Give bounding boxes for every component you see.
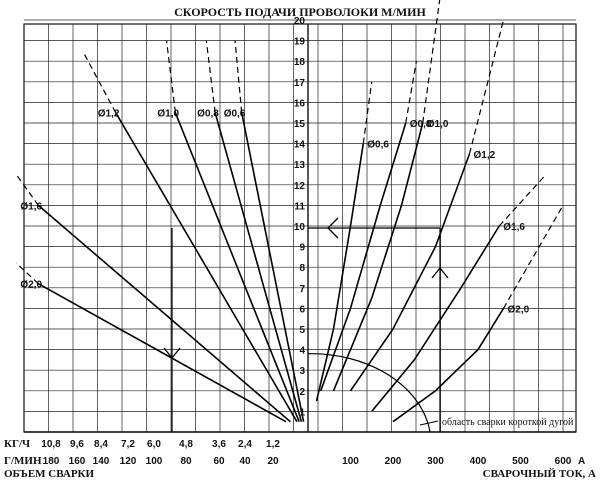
current-tick-label: 300 bbox=[427, 456, 444, 467]
left-series-line bbox=[214, 112, 303, 422]
volume-tick-label: 20 bbox=[267, 456, 279, 467]
mass-tick-label: 7,2 bbox=[121, 439, 135, 450]
volume-tick-label: 60 bbox=[213, 456, 225, 467]
left-series-label: Ø2,0 bbox=[20, 280, 42, 291]
short-arc-boundary bbox=[307, 353, 431, 433]
short-arc-annotation: область сварки короткой дугой bbox=[442, 417, 574, 428]
left-x-label: ОБЪЕМ СВАРКИ bbox=[4, 468, 95, 480]
right-series-line bbox=[315, 143, 365, 402]
grid bbox=[23, 19, 577, 433]
current-tick-label: 400 bbox=[470, 456, 487, 467]
left-series-line bbox=[174, 112, 300, 422]
y-tick-label: 1 bbox=[299, 407, 305, 418]
y-tick-label: 15 bbox=[294, 119, 306, 130]
x-axis-label: СВАРОЧНЫЙ ТОК, А bbox=[483, 468, 596, 480]
mass-tick-label: 8,4 bbox=[94, 439, 108, 450]
right-series-label: Ø1,2 bbox=[474, 150, 496, 161]
y-tick-label: 19 bbox=[294, 37, 306, 48]
right-series-line bbox=[371, 225, 500, 412]
left-series-extension bbox=[15, 262, 39, 285]
y-tick-label: 6 bbox=[299, 304, 305, 315]
y-tick-label: 18 bbox=[294, 57, 306, 68]
current-tick-label: 200 bbox=[385, 456, 402, 467]
right-series-line bbox=[319, 122, 407, 392]
left-series-label: Ø0,8 bbox=[197, 109, 219, 120]
volume-unit: Г/МИН bbox=[4, 455, 42, 467]
mass-tick-label: 4,8 bbox=[179, 439, 193, 450]
left-series-label: Ø1,6 bbox=[20, 201, 42, 212]
mass-tick-label: 2,4 bbox=[238, 439, 252, 450]
left-series-line bbox=[115, 112, 298, 423]
y-tick-label: 9 bbox=[299, 243, 305, 254]
left-series-extension bbox=[82, 50, 117, 113]
volume-tick-label: 100 bbox=[146, 456, 163, 467]
right-series-extension bbox=[502, 205, 564, 309]
mass-tick-label: 3,6 bbox=[212, 439, 226, 450]
right-series-extension bbox=[362, 81, 373, 144]
left-series-label: Ø1,2 bbox=[98, 109, 120, 120]
left-series-label: Ø1,0 bbox=[157, 109, 179, 120]
chart-title: СКОРОСТЬ ПОДАЧИ ПРОВОЛОКИ М/МИН bbox=[174, 5, 426, 19]
current-tick-label: 500 bbox=[512, 456, 529, 467]
y-tick-label: 20 bbox=[294, 16, 306, 27]
y-tick-label: 5 bbox=[299, 325, 305, 336]
current-tick-label: 100 bbox=[342, 456, 359, 467]
y-tick-label: 16 bbox=[294, 98, 306, 109]
y-tick-label: 13 bbox=[294, 160, 306, 171]
right-series-line bbox=[349, 153, 471, 392]
left-series-line bbox=[37, 282, 287, 423]
right-series-line bbox=[392, 307, 505, 423]
y-tick-label: 14 bbox=[294, 140, 306, 151]
right-series-label: Ø0,6 bbox=[367, 140, 389, 151]
right-series-extension bbox=[498, 174, 547, 227]
y-tick-label: 3 bbox=[299, 366, 305, 377]
mass-tick-label: 6,0 bbox=[147, 439, 161, 450]
current-unit: A bbox=[578, 456, 585, 467]
left-series-line bbox=[240, 112, 305, 422]
y-tick-label: 12 bbox=[294, 181, 306, 192]
y-tick-label: 4 bbox=[299, 346, 305, 357]
right-series-extension bbox=[422, 0, 441, 124]
right-series-line bbox=[332, 122, 424, 392]
curves bbox=[15, 0, 564, 433]
mass-tick-label: 1,2 bbox=[266, 439, 280, 450]
right-series-extension bbox=[405, 61, 417, 124]
y-tick-label: 2 bbox=[299, 387, 305, 398]
left-series-label: Ø0,6 bbox=[224, 109, 246, 120]
y-tick-label: 11 bbox=[294, 201, 305, 212]
volume-tick-label: 140 bbox=[93, 456, 110, 467]
volume-tick-label: 80 bbox=[180, 456, 192, 467]
annotation-leader bbox=[419, 420, 439, 426]
mass-unit: КГ/Ч bbox=[4, 438, 30, 450]
volume-tick-label: 40 bbox=[239, 456, 251, 467]
left-series-extension bbox=[15, 174, 39, 206]
volume-tick-label: 160 bbox=[69, 456, 86, 467]
right-series-label: Ø1,6 bbox=[503, 222, 525, 233]
left-series-line bbox=[37, 204, 291, 423]
mass-tick-label: 10,8 bbox=[41, 439, 61, 450]
volume-tick-label: 120 bbox=[120, 456, 137, 467]
y-tick-label: 17 bbox=[294, 78, 306, 89]
current-tick-label: 600 bbox=[555, 456, 572, 467]
left-series-extension bbox=[165, 40, 176, 113]
y-tick-label: 7 bbox=[299, 284, 305, 295]
right-series-label: Ø0,8 bbox=[410, 119, 432, 130]
y-tick-label: 10 bbox=[294, 222, 306, 233]
volume-tick-label: 180 bbox=[43, 456, 60, 467]
right-series-label: Ø2,0 bbox=[508, 304, 530, 315]
mass-tick-label: 9,6 bbox=[70, 439, 84, 450]
right-series-extension bbox=[468, 19, 505, 155]
y-tick-label: 8 bbox=[299, 263, 305, 274]
left-series-extension bbox=[205, 40, 216, 113]
right-series-label: Ø1,0 bbox=[427, 119, 449, 130]
left-series-extension bbox=[234, 40, 243, 113]
